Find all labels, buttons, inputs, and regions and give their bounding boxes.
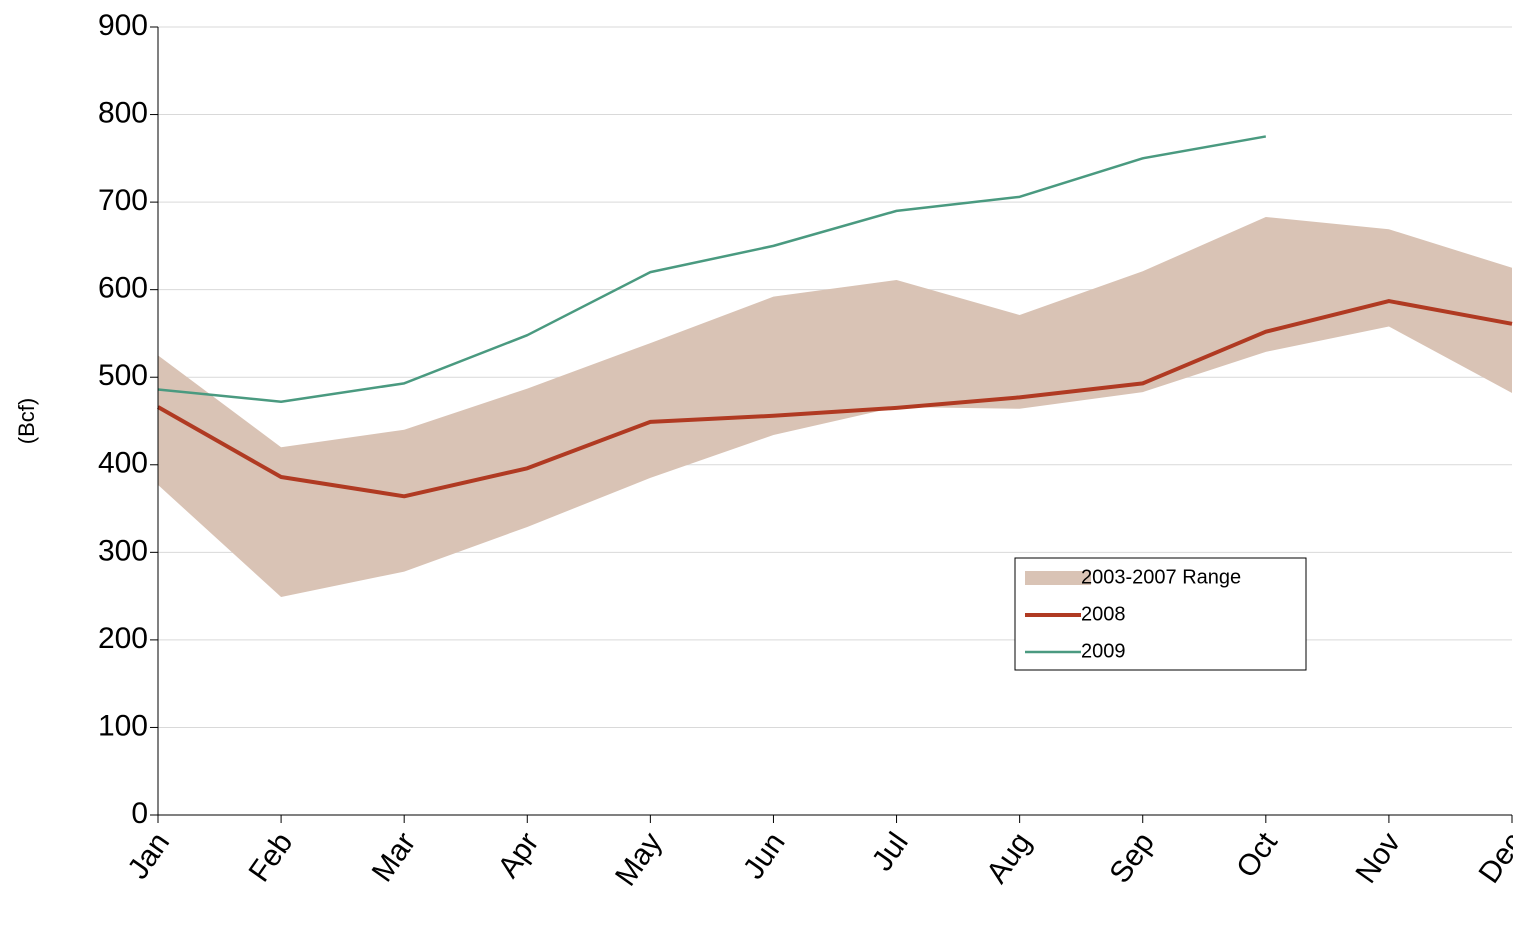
y-tick-label: 800 [98,96,148,129]
x-tick-label: Feb [243,827,300,888]
x-tick-label: Aug [980,827,1038,890]
y-tick-label: 600 [98,272,148,305]
x-tick-label: Dec [1473,827,1513,890]
y-axis-label: (Bcf) [14,398,39,444]
y-tick-label: 700 [98,184,148,217]
y-tick-label: 0 [131,797,148,830]
legend-label: 2003-2007 Range [1081,566,1241,588]
x-tick-label: Oct [1230,826,1284,884]
x-tick-label: Apr [492,827,546,884]
x-tick-label: Nov [1349,827,1407,890]
y-tick-label: 900 [98,9,148,42]
x-tick-label: Mar [366,827,423,888]
y-tick-label: 400 [98,447,148,480]
legend-swatch [1025,571,1091,585]
y-tick-label: 200 [98,622,148,655]
legend-label: 2009 [1081,640,1126,662]
y-tick-label: 300 [98,534,148,567]
y-tick-label: 500 [98,359,148,392]
line-series [157,299,1513,499]
y-tick-label: 100 [98,709,148,742]
legend-label: 2008 [1081,603,1126,625]
line-series [157,135,1267,403]
x-tick-label: Jul [866,827,915,877]
x-tick-label: Jan [121,827,176,886]
x-tick-label: May [609,827,669,892]
range-band [158,216,1512,597]
x-tick-label: Sep [1103,827,1161,890]
x-tick-label: Jun [737,827,792,886]
